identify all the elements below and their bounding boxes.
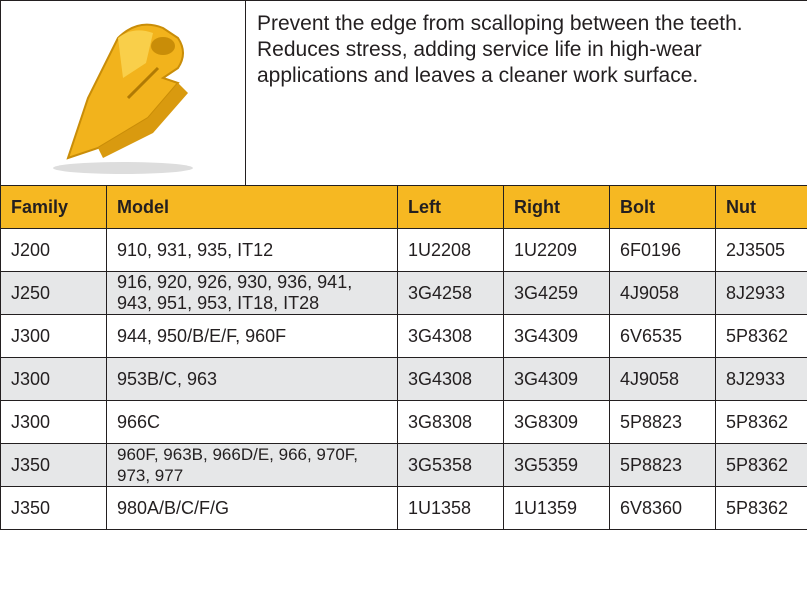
table-row: J350 980A/B/C/F/G 1U1358 1U1359 6V8360 5P8362 (0, 486, 807, 530)
table-row: J300 944, 950/B/E/F, 960F 3G4308 3G4309 6V65… (0, 314, 807, 358)
table-cell: J350 (0, 443, 107, 487)
table-cell: J350 (0, 486, 107, 530)
table-cell: 916, 920, 926, 930, 936, 941, 943, 951, … (106, 271, 398, 315)
table-cell: 3G5359 (503, 443, 610, 487)
table-cell: 3G5358 (397, 443, 504, 487)
table-cell: 1U1359 (503, 486, 610, 530)
product-image (53, 23, 193, 174)
table-cell: 1U2208 (397, 228, 504, 272)
product-header: Prevent the edge from scalloping between… (0, 0, 807, 185)
table-cell: 1U2209 (503, 228, 610, 272)
table-cell: 966C (106, 400, 398, 444)
column-header: Model (106, 185, 398, 229)
column-header: Left (397, 185, 504, 229)
column-header: Right (503, 185, 610, 229)
column-header: Family (0, 185, 107, 229)
table-cell: 910, 931, 935, IT12 (106, 228, 398, 272)
table-cell: 3G4258 (397, 271, 504, 315)
table-cell: 944, 950/B/E/F, 960F (106, 314, 398, 358)
table-cell: 3G8309 (503, 400, 610, 444)
table-cell: 2J3505 (715, 228, 807, 272)
table-cell: 5P8362 (715, 400, 807, 444)
table-cell: 3G4308 (397, 357, 504, 401)
table-row: J200 910, 931, 935, IT12 1U2208 1U2209 6F019… (0, 228, 807, 272)
table-cell: 6V6535 (609, 314, 716, 358)
table-cell: J300 (0, 357, 107, 401)
table-cell: 4J9058 (609, 271, 716, 315)
table-cell: 5P8362 (715, 486, 807, 530)
table-cell: 6V8360 (609, 486, 716, 530)
table-cell: 6F0196 (609, 228, 716, 272)
product-image-cell (1, 1, 246, 185)
column-header: Bolt (609, 185, 716, 229)
table-row: J250 916, 920, 926, 930, 936, 941, 943, 9… (0, 271, 807, 315)
table-cell: 5P8823 (609, 400, 716, 444)
table-body: J200 910, 931, 935, IT12 1U2208 1U2209 6F019… (0, 228, 807, 530)
description: Prevent the edge from scalloping between… (257, 12, 743, 87)
table-cell: 5P8823 (609, 443, 716, 487)
table-cell: J200 (0, 228, 107, 272)
table-row: J350 960F, 963B, 966D/E, 966, 970F, 973, … (0, 443, 807, 487)
table-cell: 3G8308 (397, 400, 504, 444)
table-cell: 8J2933 (715, 271, 807, 315)
column-header: Nut (715, 185, 807, 229)
table-cell: 960F, 963B, 966D/E, 966, 970F, 973, 977 (106, 443, 398, 487)
table-cell: 8J2933 (715, 357, 807, 401)
table-cell: 1U1358 (397, 486, 504, 530)
parts-table: Family Model Left Right Bolt Nut J200 910, 931… (0, 185, 807, 530)
table-cell: 5P8362 (715, 314, 807, 358)
table-cell: 980A/B/C/F/G (106, 486, 398, 530)
table-cell: 4J9058 (609, 357, 716, 401)
table-cell: J300 (0, 400, 107, 444)
table-cell: 3G4309 (503, 314, 610, 358)
header-row: Family Model Left Right Bolt Nut (0, 185, 807, 229)
table-cell: J300 (0, 314, 107, 358)
table-cell: 3G4308 (397, 314, 504, 358)
table-cell: 3G4259 (503, 271, 610, 315)
table-cell: J250 (0, 271, 107, 315)
table-row: J300 966C 3G8308 3G8309 5P8823 5P8362 (0, 400, 807, 444)
table-row: J300 953B/C, 963 3G4308 3G4309 4J9058 8J2933 (0, 357, 807, 401)
table-cell: 5P8362 (715, 443, 807, 487)
table-cell: 953B/C, 963 (106, 357, 398, 401)
table-cell: 3G4309 (503, 357, 610, 401)
